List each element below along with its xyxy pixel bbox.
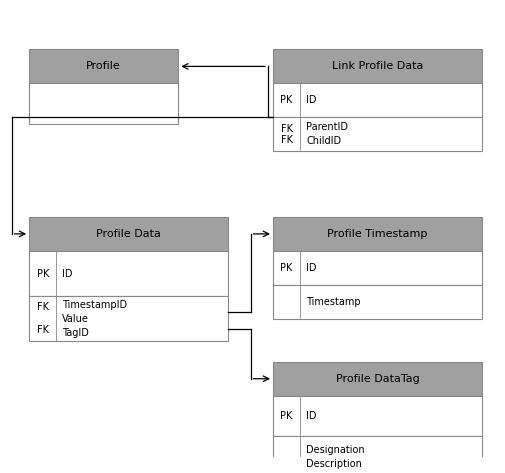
- Text: ID: ID: [306, 96, 316, 105]
- Text: Link Profile Data: Link Profile Data: [331, 61, 422, 71]
- Text: Timestamp: Timestamp: [306, 297, 360, 307]
- Bar: [29, 83, 178, 124]
- Bar: [272, 437, 481, 473]
- Text: Profile Data: Profile Data: [96, 229, 161, 239]
- Text: Profile DataTag: Profile DataTag: [335, 374, 419, 384]
- Text: ParentID
ChildID: ParentID ChildID: [306, 123, 347, 146]
- Bar: [29, 217, 228, 251]
- Text: PK: PK: [280, 96, 292, 105]
- Bar: [272, 83, 481, 117]
- Bar: [272, 50, 481, 83]
- Bar: [272, 251, 481, 285]
- Text: PK: PK: [280, 263, 292, 273]
- Text: ID: ID: [306, 263, 316, 273]
- Bar: [272, 217, 481, 251]
- Bar: [29, 50, 178, 83]
- Text: ID: ID: [306, 411, 316, 421]
- Text: ID: ID: [62, 269, 73, 279]
- Text: Profile: Profile: [86, 61, 121, 71]
- Bar: [29, 251, 228, 296]
- Bar: [272, 396, 481, 437]
- Text: FK
FK: FK FK: [280, 123, 292, 145]
- Text: Profile Timestamp: Profile Timestamp: [327, 229, 427, 239]
- Bar: [272, 285, 481, 319]
- Text: FK

FK: FK FK: [37, 302, 48, 335]
- Text: PK: PK: [280, 411, 292, 421]
- Bar: [29, 296, 228, 342]
- Text: TimestampID
Value
TagID: TimestampID Value TagID: [62, 300, 127, 338]
- Text: Designation
Description: Designation Description: [306, 445, 364, 469]
- Text: PK: PK: [36, 269, 49, 279]
- Bar: [272, 362, 481, 396]
- Bar: [272, 117, 481, 151]
